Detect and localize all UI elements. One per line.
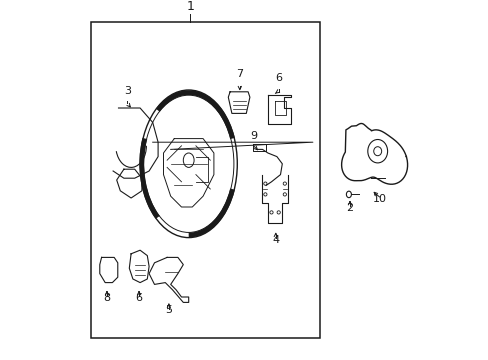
Text: 6: 6 [275, 73, 282, 83]
Text: 2: 2 [346, 203, 353, 213]
Text: 5: 5 [165, 305, 172, 315]
Text: 7: 7 [236, 69, 243, 80]
Text: 4: 4 [272, 235, 279, 245]
Text: 10: 10 [372, 194, 386, 204]
Text: 6: 6 [135, 293, 142, 303]
Bar [91, 22, 320, 338]
Text: 9: 9 [249, 131, 257, 141]
Text: 8: 8 [103, 293, 110, 303]
Text: 3: 3 [124, 86, 131, 96]
Text: 1: 1 [186, 0, 194, 13]
